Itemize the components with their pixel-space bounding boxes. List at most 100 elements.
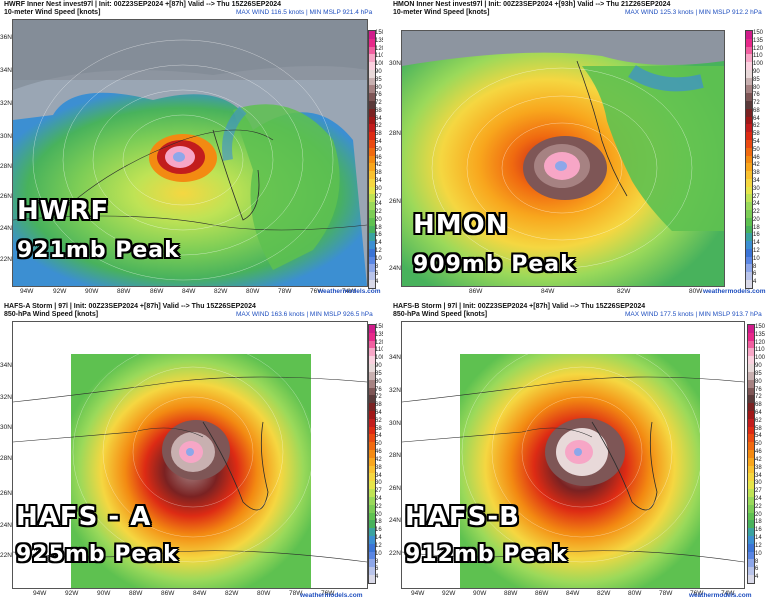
colorbar-tick-label: 62 xyxy=(375,417,382,424)
colorbar-tick-label: 4 xyxy=(375,279,379,286)
lon-label: 86W xyxy=(469,288,483,295)
lat-label: 24N xyxy=(389,517,401,524)
model-label: HAFS-B xyxy=(405,502,520,532)
colorbar-tick-label: 46 xyxy=(753,154,760,161)
colorbar-tick-label: 135 xyxy=(375,37,383,44)
colorbar-tick-label: 64 xyxy=(375,115,382,122)
lon-label: 78W xyxy=(278,288,292,295)
colorbar-segment xyxy=(748,356,754,365)
colorbar-tick-label: 22 xyxy=(375,503,382,510)
panel-hwrf: HWRF Inner Nest invest97l | Init: 00Z23S… xyxy=(0,0,383,297)
colorbar-segment xyxy=(369,31,375,39)
panel-subtitle: 850-hPa Wind Speed [knots] xyxy=(4,311,99,318)
colorbar-segment xyxy=(748,340,754,349)
lon-label: 86W xyxy=(535,590,549,597)
panel-hafs-b: HAFS-B Storm | 97l | Init: 00Z23SEP2024 … xyxy=(389,302,771,600)
colorbar-tick-label: 24 xyxy=(753,201,760,208)
colorbar-tick-label: 12 xyxy=(375,248,382,255)
max-wind-readout: MAX WIND 177.5 knots | MIN MSLP 913.7 hP… xyxy=(625,311,762,318)
lon-label: 94W xyxy=(411,590,425,597)
colorbar-tick-label: 30 xyxy=(755,480,762,487)
lat-label: 30N xyxy=(0,133,12,140)
colorbar-segment xyxy=(748,535,754,544)
peak-pressure-label: 921mb Peak xyxy=(17,238,180,263)
colorbar-segment xyxy=(748,364,754,372)
colorbar-tick-label: 58 xyxy=(755,425,762,432)
colorbar-segment xyxy=(369,535,375,544)
colorbar-tick-label: 46 xyxy=(375,449,382,456)
lon-label: 80W xyxy=(689,288,703,295)
colorbar-tick-label: 12 xyxy=(755,542,762,549)
colorbar-tick-label: 110 xyxy=(755,347,765,354)
lon-label: 78W xyxy=(289,590,303,597)
colorbar-segment xyxy=(748,559,754,568)
colorbar-tick-label: 6 xyxy=(753,271,757,278)
colorbar-segment xyxy=(369,512,375,521)
colorbar-tick-label: 120 xyxy=(375,339,383,346)
colorbar-tick-label: 27 xyxy=(755,488,762,495)
lon-label: 92W xyxy=(53,288,67,295)
colorbar-segment xyxy=(746,202,752,210)
colorbar-segment xyxy=(746,248,752,257)
colorbar-segment xyxy=(746,280,752,288)
colorbar-segment xyxy=(748,410,754,419)
colorbar-segment xyxy=(369,426,375,435)
colorbar-tick-label: 68 xyxy=(375,107,382,114)
lat-label: 26N xyxy=(389,485,401,492)
lat-label: 34N xyxy=(0,67,12,74)
colorbar-tick-label: 50 xyxy=(755,441,762,448)
colorbar-segment xyxy=(369,551,375,560)
lon-label: 84W xyxy=(541,288,555,295)
colorbar-segment xyxy=(369,371,375,380)
colorbar-tick-label: 6 xyxy=(755,566,759,573)
colorbar-tick-label: 38 xyxy=(755,464,762,471)
colorbar-segment xyxy=(369,264,375,273)
colorbar-tick-label: 14 xyxy=(375,535,382,542)
colorbar-tick-label: 85 xyxy=(375,370,382,377)
colorbar-segment xyxy=(748,567,754,575)
colorbar-tick-label: 72 xyxy=(755,394,762,401)
colorbar-labels: 1501351201101009085807672686462585450464… xyxy=(375,30,383,287)
colorbar-segment xyxy=(746,272,752,280)
colorbar-segment xyxy=(748,551,754,560)
colorbar-segment xyxy=(748,442,754,450)
colorbar-tick-label: 38 xyxy=(753,170,760,177)
colorbar-segment xyxy=(746,209,752,218)
colorbar-segment xyxy=(746,155,752,164)
colorbar-tick-label: 68 xyxy=(755,402,762,409)
colorbar-segment xyxy=(746,256,752,265)
colorbar-tick-label: 22 xyxy=(375,209,382,216)
lat-label: 34N xyxy=(0,362,12,369)
max-wind-readout: MAX WIND 163.6 knots | MIN MSLP 926.5 hP… xyxy=(236,311,373,318)
lon-label: 80W xyxy=(628,590,642,597)
colorbar-tick-label: 64 xyxy=(375,410,382,416)
colorbar-tick-label: 150 xyxy=(375,324,383,330)
colorbar-segment xyxy=(746,93,752,102)
colorbar-segment xyxy=(748,465,754,474)
lon-label: 94W xyxy=(33,590,47,597)
wind-map xyxy=(401,321,745,589)
colorbar-tick-label: 150 xyxy=(375,30,383,36)
colorbar-tick-label: 135 xyxy=(753,37,764,44)
colorbar-tick-label: 100 xyxy=(375,61,383,68)
lat-label: 30N xyxy=(389,60,401,67)
colorbar-segment xyxy=(746,77,752,86)
colorbar-tick-label: 38 xyxy=(375,170,382,177)
colorbar-segment xyxy=(369,171,375,179)
colorbar-segment xyxy=(369,116,375,125)
colorbar-tick-label: 120 xyxy=(375,45,383,52)
colorbar-segment xyxy=(746,241,752,249)
colorbar-segment xyxy=(746,217,752,226)
colorbar-tick-label: 20 xyxy=(375,216,382,223)
panel-subtitle: 850-hPa Wind Speed [knots] xyxy=(393,311,488,318)
colorbar-segment xyxy=(369,256,375,265)
wind-map xyxy=(12,321,368,589)
lon-label: 82W xyxy=(617,288,631,295)
colorbar-tick-label: 120 xyxy=(755,339,766,346)
colorbar-tick-label: 80 xyxy=(753,84,760,91)
lon-label: 88W xyxy=(117,288,131,295)
colorbar-tick-label: 110 xyxy=(375,53,383,60)
lon-label: 74W xyxy=(721,590,735,597)
colorbar-segment xyxy=(369,395,375,404)
